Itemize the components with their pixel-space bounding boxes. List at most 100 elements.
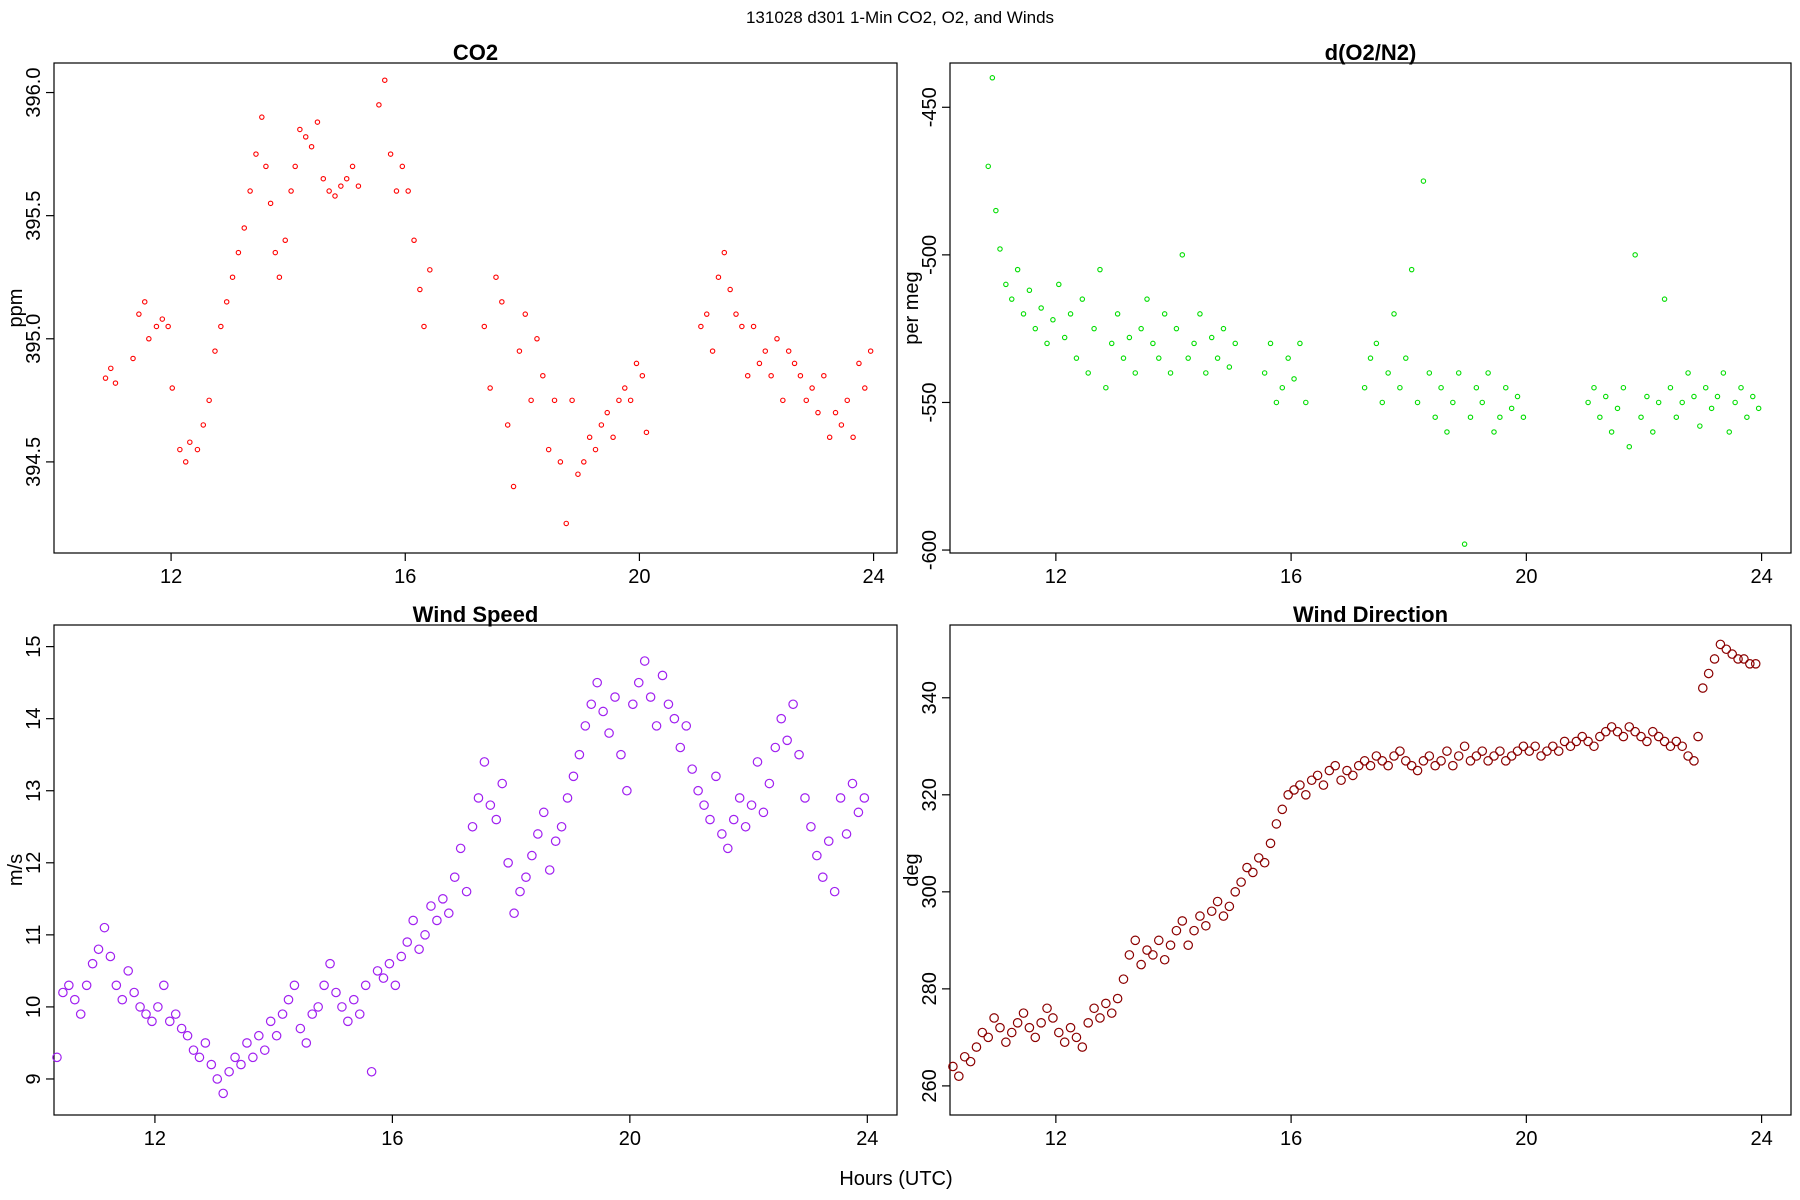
data-point [1201, 920, 1211, 931]
data-point [1483, 756, 1493, 766]
data-point [1727, 649, 1737, 659]
data-point [1365, 760, 1376, 771]
data-point [598, 706, 608, 717]
data-point [1083, 1018, 1094, 1028]
data-point [699, 800, 709, 810]
data-point [1279, 384, 1286, 391]
data-point [289, 980, 300, 991]
data-point [164, 1016, 175, 1027]
data-point [1156, 355, 1162, 361]
data-point [1659, 736, 1670, 747]
data-point [1450, 399, 1456, 406]
data-point [562, 793, 573, 803]
data-point [1709, 654, 1720, 664]
data-point [622, 785, 632, 796]
data-point [1750, 393, 1756, 400]
data-point [1685, 370, 1691, 376]
data-point [267, 200, 274, 207]
data-point [1232, 340, 1238, 347]
data-point [411, 237, 417, 244]
y-tick-label: 11 [23, 924, 45, 945]
data-point [510, 483, 517, 490]
data-point [977, 1027, 988, 1038]
y-tick-label: 340 [919, 681, 941, 714]
data-point [1130, 935, 1141, 946]
y-tick-label: 395.0 [23, 314, 45, 364]
y-axis-label: per meg [901, 271, 923, 344]
data-point [534, 336, 540, 342]
data-point [187, 439, 193, 445]
data-point [141, 1009, 151, 1019]
data-point [744, 372, 751, 379]
data-point [705, 814, 715, 825]
data-point [1003, 281, 1009, 288]
data-point [1442, 746, 1452, 756]
data-point [1038, 305, 1044, 311]
data-point [288, 188, 294, 194]
data-point [794, 749, 804, 760]
data-point [354, 1009, 365, 1019]
data-point [1632, 252, 1638, 258]
data-point [586, 699, 597, 710]
data-point [112, 380, 119, 386]
data-point [770, 742, 781, 753]
data-point [1353, 760, 1364, 771]
data-point [1318, 780, 1329, 790]
data-point [1536, 751, 1546, 761]
data-point [81, 980, 92, 991]
data-point [1667, 384, 1674, 391]
data-point [387, 151, 394, 157]
data-point [616, 397, 622, 404]
data-point [1118, 974, 1129, 984]
data-point [1330, 760, 1341, 771]
x-tick-label: 12 [144, 1128, 166, 1150]
data-point [461, 886, 472, 897]
data-point [1495, 746, 1505, 756]
data-point [338, 183, 344, 189]
data-point [1261, 370, 1268, 376]
data-point [610, 692, 620, 702]
data-point [1697, 423, 1703, 429]
data-point [337, 1002, 347, 1012]
data-point [1491, 429, 1497, 435]
data-point [746, 800, 757, 810]
data-point [750, 323, 757, 330]
figure-title: 131028 d301 1-Min CO2, O2, and Winds [746, 8, 1054, 27]
data-point [764, 778, 775, 789]
data-point [832, 409, 839, 416]
data-point [102, 375, 109, 381]
data-point [715, 274, 722, 280]
data-point [1359, 756, 1370, 766]
data-point [1030, 1032, 1041, 1043]
data-point [396, 951, 407, 962]
data-point [727, 286, 733, 293]
data-point [241, 225, 248, 231]
data-point [117, 994, 128, 1005]
data-point [417, 286, 423, 293]
data-point [1009, 296, 1015, 302]
data-point [1455, 370, 1462, 376]
y-tick-label: 9 [23, 1073, 45, 1084]
data-point [1020, 311, 1027, 317]
data-point [1259, 857, 1270, 868]
data-point [265, 1016, 276, 1027]
data-point [123, 966, 134, 976]
data-point [821, 372, 827, 379]
data-point [867, 348, 874, 354]
data-point [230, 1052, 240, 1063]
data-point [1467, 414, 1474, 420]
data-point [1608, 429, 1615, 435]
data-point [1173, 325, 1180, 332]
data-point [1095, 1013, 1105, 1023]
data-point [212, 1074, 223, 1084]
data-point [826, 434, 833, 441]
data-point [1342, 765, 1352, 776]
points-o2 [985, 75, 1762, 547]
y-tick-label: 280 [919, 972, 941, 1005]
data-point [93, 944, 104, 955]
data-point [809, 385, 815, 391]
data-point [1171, 925, 1182, 936]
data-point [1197, 311, 1203, 317]
data-point [997, 246, 1003, 252]
data-point [307, 1009, 318, 1019]
